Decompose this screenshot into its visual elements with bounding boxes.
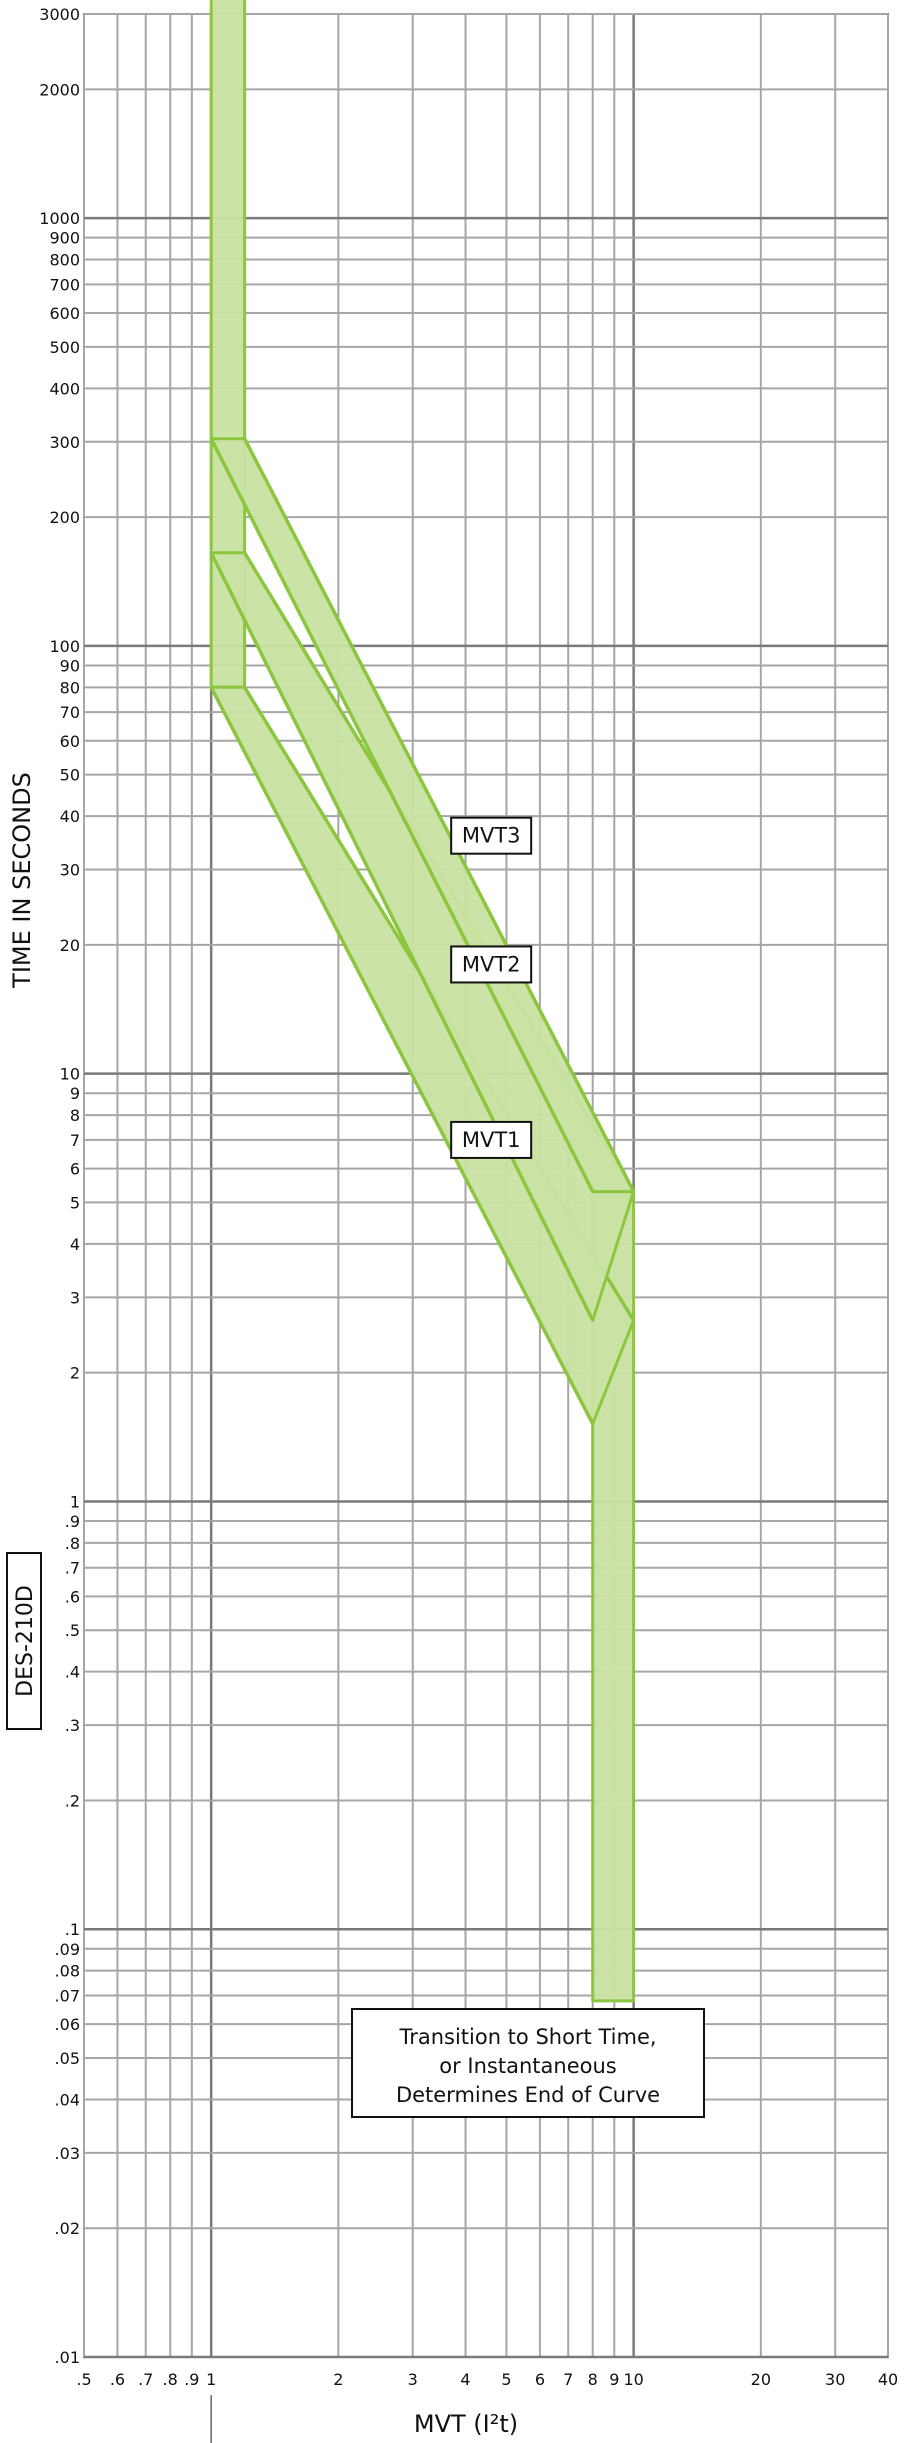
y-tick-label: .3 <box>65 1716 80 1735</box>
y-tick-label: .09 <box>55 1940 80 1959</box>
y-tick-label: .4 <box>65 1663 80 1682</box>
y-tick-label: 7 <box>70 1131 80 1150</box>
x-tick-label: 4 <box>460 2370 470 2389</box>
y-tick-label: 200 <box>49 508 80 527</box>
curve-labels: MVT1 MVT2 MVT3 <box>450 816 533 1159</box>
y-tick-label: 9 <box>70 1084 80 1103</box>
x-tick-label: 3 <box>408 2370 418 2389</box>
y-tick-label: 700 <box>49 275 80 294</box>
x-tick-label: 1 <box>206 2370 216 2389</box>
y-tick-label: 3 <box>70 1288 80 1307</box>
y-tick-label: .5 <box>65 1621 80 1640</box>
band-edge-lower <box>209 686 595 1425</box>
y-tick-label: .03 <box>55 2144 80 2163</box>
x-tick-label: .5 <box>76 2370 91 2389</box>
y-tick-label: .08 <box>55 1962 80 1981</box>
side-label: DES-210D <box>13 1585 38 1697</box>
band-mvt2 <box>209 551 636 1322</box>
y-tick-label: 5 <box>70 1193 80 1212</box>
annotation-line-3: Determines End of Curve <box>396 2083 660 2107</box>
y-tick-label: 400 <box>49 379 80 398</box>
curve-bands <box>209 0 636 2003</box>
y-tick-label: .6 <box>65 1587 80 1606</box>
x-tick-label: 2 <box>333 2370 343 2389</box>
band-edge-lower <box>209 552 595 1322</box>
x-tick-label: 5 <box>501 2370 511 2389</box>
y-tick-label: 1 <box>70 1492 80 1511</box>
x-tick-label: 30 <box>825 2370 845 2389</box>
x-tick-label: .7 <box>138 2370 153 2389</box>
y-tick-label: 1000 <box>39 209 80 228</box>
x-tick-label: .8 <box>163 2370 178 2389</box>
y-tick-label: 2000 <box>39 80 80 99</box>
y-tick-label: 100 <box>49 637 80 656</box>
curve-label-mvt2: MVT2 <box>462 952 521 976</box>
annotation-box: Transition to Short Time, or Instantaneo… <box>351 2008 705 2118</box>
curve-label-box <box>450 816 533 855</box>
y-tick-label: 4 <box>70 1235 80 1254</box>
x-tick-label: 6 <box>535 2370 545 2389</box>
y-tick-label: .8 <box>65 1534 80 1553</box>
y-tick-label: 60 <box>60 732 80 751</box>
annotation-line-2: or Instantaneous <box>439 2054 616 2078</box>
y-tick-label: .06 <box>55 2015 80 2034</box>
y-tick-label: 800 <box>49 251 80 270</box>
y-tick-label: 70 <box>60 703 80 722</box>
y-tick-label: 40 <box>60 807 80 826</box>
curve-label-box <box>450 1120 533 1159</box>
side-label-box: DES-210D <box>6 1552 42 1730</box>
y-tick-label: 8 <box>70 1106 80 1125</box>
y-tick-label: 10 <box>60 1065 80 1084</box>
y-axis-title: TIME IN SECONDS <box>8 772 36 989</box>
band-edge-lower <box>209 437 595 1193</box>
band-edge-upper <box>243 437 636 1193</box>
y-tick-label: .02 <box>55 2219 80 2238</box>
x-tick-label: .6 <box>110 2370 125 2389</box>
curve-label-box <box>450 945 533 984</box>
x-tick-label: 20 <box>751 2370 771 2389</box>
y-tick-label: 90 <box>60 656 80 675</box>
y-tick-label: 3000 <box>39 5 80 24</box>
y-tick-label: .04 <box>55 2090 80 2109</box>
y-axis-ticks: .01 .02 .03 .04 .05 .06 .07 .08 .09.1 .2 .3 .4 .5 .6.… <box>39 5 80 2367</box>
x-tick-label: 10 <box>623 2370 643 2389</box>
x-axis-ticks: .5 .6 .7 .8 .9 1 2 3 4 5 6 7 8 9 10 20 30 40 <box>76 2370 898 2389</box>
y-tick-label: 50 <box>60 766 80 785</box>
y-tick-label: 6 <box>70 1160 80 1179</box>
curve-label-mvt1: MVT1 <box>462 1128 521 1152</box>
y-tick-label: 80 <box>60 678 80 697</box>
y-tick-label: 600 <box>49 304 80 323</box>
y-tick-label: 300 <box>49 433 80 452</box>
y-tick-label: .7 <box>65 1559 80 1578</box>
x-tick-label: 40 <box>878 2370 898 2389</box>
curve-label-mvt3: MVT3 <box>462 824 521 848</box>
x-tick-label: 9 <box>609 2370 619 2389</box>
y-tick-label: .07 <box>55 1986 80 2005</box>
x-tick-label: 7 <box>563 2370 573 2389</box>
x-tick-label: .9 <box>184 2370 199 2389</box>
y-tick-label: 20 <box>60 936 80 955</box>
annotation-line-1: Transition to Short Time, <box>398 2025 656 2049</box>
y-tick-label: .9 <box>65 1512 80 1531</box>
y-tick-label: 900 <box>49 229 80 248</box>
x-tick-label: 8 <box>588 2370 598 2389</box>
y-tick-label: .05 <box>55 2049 80 2068</box>
y-tick-label: .2 <box>65 1791 80 1810</box>
y-tick-label: 30 <box>60 861 80 880</box>
y-tick-label: .1 <box>65 1920 80 1939</box>
y-tick-label: .01 <box>55 2348 80 2367</box>
y-tick-label: 500 <box>49 338 80 357</box>
y-tick-label: 2 <box>70 1364 80 1383</box>
x-axis-title: MVT (I²t) <box>414 2410 518 2438</box>
